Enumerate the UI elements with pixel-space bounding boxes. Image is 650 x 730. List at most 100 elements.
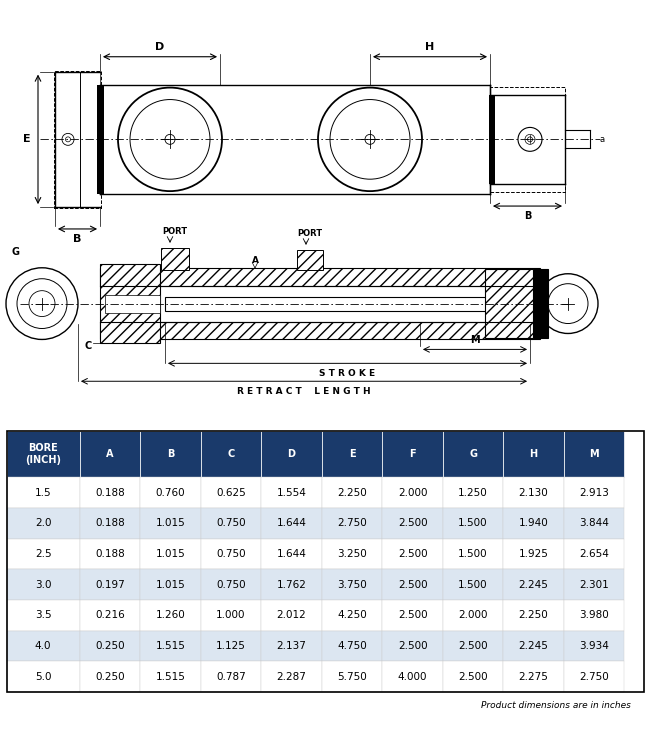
Text: B: B [167, 449, 174, 459]
FancyBboxPatch shape [201, 569, 261, 600]
FancyBboxPatch shape [261, 569, 322, 600]
Text: 1.515: 1.515 [155, 641, 185, 651]
FancyBboxPatch shape [261, 477, 322, 508]
FancyBboxPatch shape [322, 600, 382, 631]
FancyBboxPatch shape [6, 661, 80, 692]
Text: F: F [410, 449, 416, 459]
Text: H: H [425, 42, 435, 52]
FancyBboxPatch shape [261, 431, 322, 477]
FancyBboxPatch shape [503, 600, 564, 631]
FancyBboxPatch shape [382, 661, 443, 692]
Text: G: G [12, 247, 20, 257]
Text: a: a [600, 135, 605, 144]
FancyBboxPatch shape [382, 508, 443, 539]
FancyBboxPatch shape [80, 539, 140, 569]
Text: 0.750: 0.750 [216, 518, 246, 529]
Bar [489, 95, 495, 184]
Text: 2.000: 2.000 [398, 488, 427, 498]
Bar [100, 268, 540, 285]
FancyBboxPatch shape [382, 539, 443, 569]
Text: 2.500: 2.500 [398, 549, 428, 559]
Bar [97, 85, 104, 194]
Text: 1.925: 1.925 [519, 549, 549, 559]
Text: 1.125: 1.125 [216, 641, 246, 651]
FancyBboxPatch shape [382, 569, 443, 600]
FancyBboxPatch shape [322, 431, 382, 477]
Text: 3.844: 3.844 [579, 518, 609, 529]
Text: PORT: PORT [162, 227, 188, 236]
FancyBboxPatch shape [564, 569, 625, 600]
FancyBboxPatch shape [80, 508, 140, 539]
FancyBboxPatch shape [140, 631, 201, 661]
FancyBboxPatch shape [140, 477, 201, 508]
FancyBboxPatch shape [382, 477, 443, 508]
Text: 3.934: 3.934 [579, 641, 609, 651]
Text: 2.500: 2.500 [398, 580, 428, 590]
Text: B: B [73, 234, 82, 244]
FancyBboxPatch shape [564, 661, 625, 692]
FancyBboxPatch shape [80, 477, 140, 508]
Text: 2.000: 2.000 [458, 610, 488, 620]
FancyBboxPatch shape [382, 431, 443, 477]
FancyBboxPatch shape [443, 539, 503, 569]
Bar [485, 269, 533, 339]
FancyBboxPatch shape [322, 661, 382, 692]
FancyBboxPatch shape [382, 600, 443, 631]
Text: 0.750: 0.750 [216, 580, 246, 590]
Text: 2.500: 2.500 [458, 672, 488, 682]
FancyBboxPatch shape [80, 631, 140, 661]
Text: E: E [349, 449, 356, 459]
FancyBboxPatch shape [140, 600, 201, 631]
Text: 0.250: 0.250 [95, 641, 125, 651]
FancyBboxPatch shape [503, 631, 564, 661]
FancyBboxPatch shape [443, 431, 503, 477]
FancyBboxPatch shape [322, 569, 382, 600]
Text: 4.000: 4.000 [398, 672, 427, 682]
FancyBboxPatch shape [6, 631, 80, 661]
Text: 3.5: 3.5 [35, 610, 51, 620]
Text: 2.012: 2.012 [277, 610, 306, 620]
FancyBboxPatch shape [503, 431, 564, 477]
FancyBboxPatch shape [443, 661, 503, 692]
FancyBboxPatch shape [140, 539, 201, 569]
Text: 1.015: 1.015 [155, 518, 185, 529]
FancyBboxPatch shape [503, 539, 564, 569]
Text: G: G [469, 449, 477, 459]
FancyBboxPatch shape [201, 600, 261, 631]
FancyBboxPatch shape [564, 600, 625, 631]
Text: 1.762: 1.762 [277, 580, 307, 590]
Text: 4.750: 4.750 [337, 641, 367, 651]
Text: 3.750: 3.750 [337, 580, 367, 590]
Text: 1.554: 1.554 [277, 488, 307, 498]
Bar [105, 295, 160, 312]
Text: M: M [590, 449, 599, 459]
Text: 3.980: 3.980 [579, 610, 609, 620]
Text: 2.130: 2.130 [519, 488, 549, 498]
Text: 2.137: 2.137 [277, 641, 307, 651]
FancyBboxPatch shape [503, 661, 564, 692]
FancyBboxPatch shape [503, 508, 564, 539]
Bar [54, 71, 101, 208]
FancyBboxPatch shape [322, 477, 382, 508]
FancyBboxPatch shape [503, 477, 564, 508]
Text: 2.0: 2.0 [35, 518, 51, 529]
FancyBboxPatch shape [6, 508, 80, 539]
Text: 1.500: 1.500 [458, 549, 488, 559]
Text: 1.015: 1.015 [155, 580, 185, 590]
Text: 3.250: 3.250 [337, 549, 367, 559]
Text: 2.500: 2.500 [398, 641, 428, 651]
Text: 1.644: 1.644 [277, 518, 307, 529]
Text: 3.0: 3.0 [35, 580, 51, 590]
Text: 2.5: 2.5 [35, 549, 51, 559]
Text: 2.245: 2.245 [519, 580, 549, 590]
Text: 2.500: 2.500 [398, 610, 428, 620]
Bar [490, 87, 565, 192]
Text: 2.245: 2.245 [519, 641, 549, 651]
Text: 1.500: 1.500 [458, 518, 488, 529]
Bar [165, 296, 540, 310]
FancyBboxPatch shape [261, 508, 322, 539]
FancyBboxPatch shape [201, 477, 261, 508]
FancyBboxPatch shape [140, 508, 201, 539]
FancyBboxPatch shape [564, 431, 625, 477]
Text: 0.750: 0.750 [216, 549, 246, 559]
